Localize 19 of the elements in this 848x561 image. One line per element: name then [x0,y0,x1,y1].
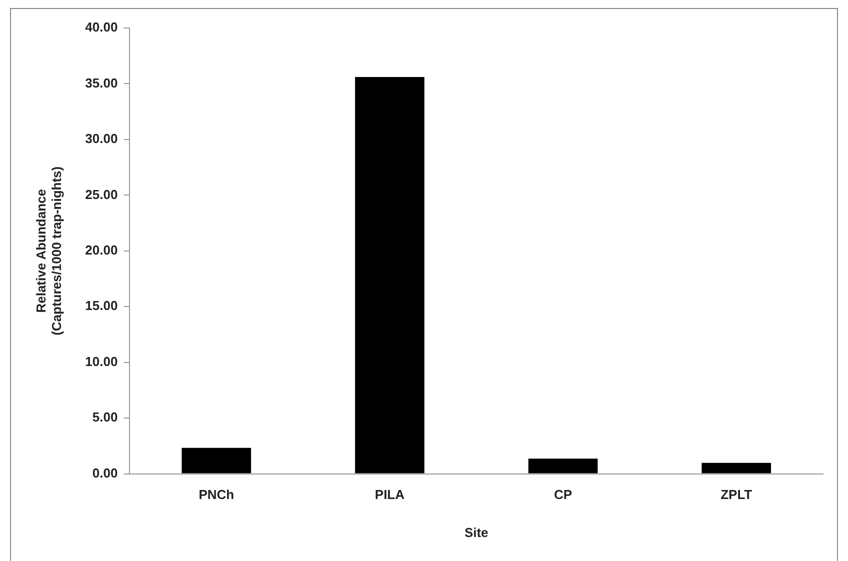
y-tick-label: 10.00 [85,354,118,369]
y-tick-label: 20.00 [85,242,118,258]
y-axis-title: Relative Abundance (Captures/1000 trap-nights) [33,166,64,336]
bar [182,448,252,474]
y-tick-label: 5.00 [92,410,118,425]
y-tick-label: 35.00 [85,75,118,90]
bar [528,458,598,474]
bar [702,462,772,474]
x-tick-label: PNCh [198,487,234,502]
x-axis-title: Site [464,524,488,540]
x-tick-label: PILA [374,487,406,502]
x-tick-label: ZPLT [720,487,752,502]
x-tick-label: CP [554,487,572,502]
y-tick-label: 40.00 [85,20,118,35]
y-tick-label: 30.00 [85,131,118,146]
y-tick-label: 0.00 [92,465,118,480]
bar [355,77,424,474]
y-tick-label: 25.00 [85,186,118,202]
y-tick-label: 15.00 [85,298,118,314]
